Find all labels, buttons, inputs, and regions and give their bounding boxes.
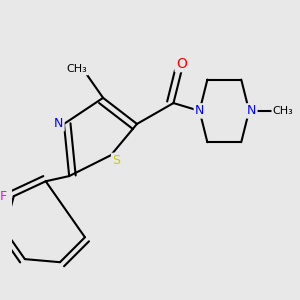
Text: CH₃: CH₃ — [273, 106, 293, 116]
Text: CH₃: CH₃ — [67, 64, 87, 74]
Text: S: S — [112, 154, 120, 167]
Text: N: N — [195, 104, 204, 117]
Text: N: N — [54, 117, 63, 130]
Text: F: F — [0, 190, 7, 203]
Text: O: O — [176, 57, 187, 71]
Text: N: N — [247, 104, 256, 117]
